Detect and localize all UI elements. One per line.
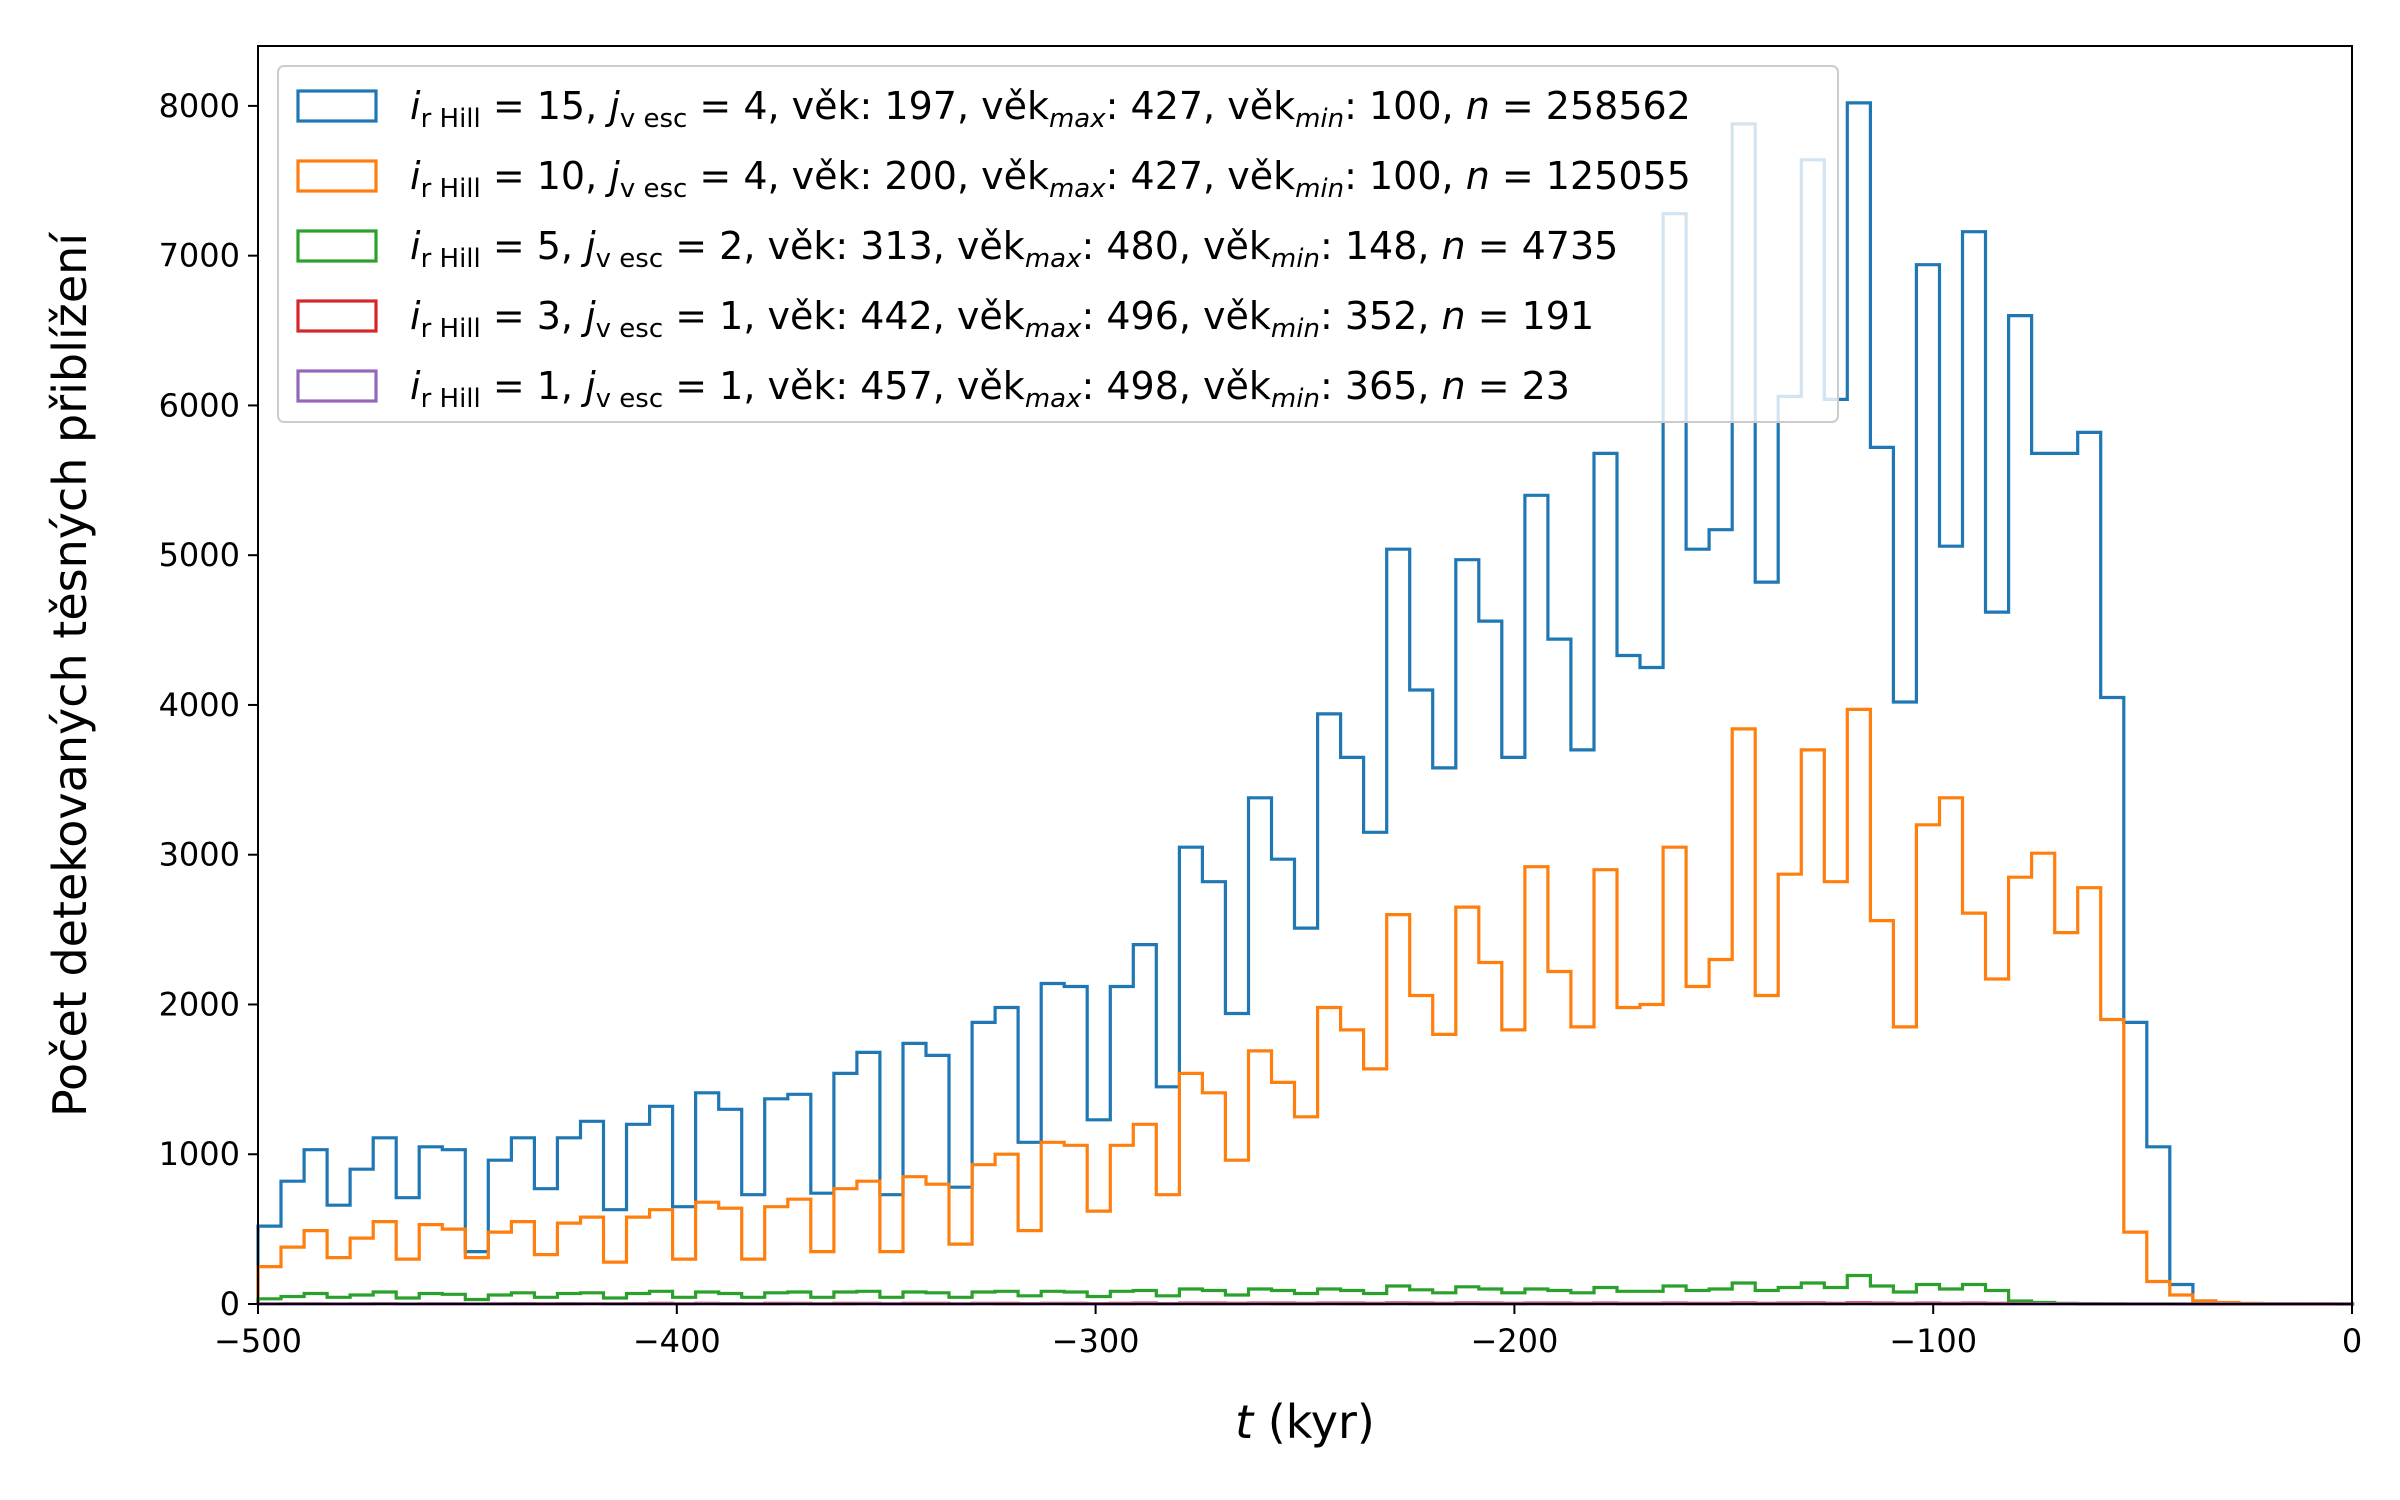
ticks-layer: −500 −400 −300 −200 −100 0 0 1000 2000 3000 4000 50… (159, 87, 2363, 1360)
y-tick-label: 8000 (159, 87, 240, 125)
y-tick-label: 0 (220, 1285, 240, 1323)
legend-label-red: ir Hill = 3, jv esc = 1, věk: 442, věkma… (410, 294, 1594, 344)
y-tick-label: 4000 (159, 686, 240, 724)
x-tick-label: 0 (2342, 1322, 2362, 1360)
series-blue-line (256, 101, 2355, 1306)
y-tick-label: 5000 (159, 536, 240, 574)
legend-box (277, 65, 1839, 423)
legend-swatch-purple (296, 369, 378, 403)
legend: ir Hill = 15, jv esc = 4, věk: 197, věkm… (277, 65, 1839, 423)
x-tick-label: −300 (1052, 1322, 1140, 1360)
legend-swatch-red (296, 299, 378, 333)
legend-label-green: ir Hill = 5, jv esc = 2, věk: 313, věkma… (410, 224, 1618, 274)
y-tick-label: 3000 (159, 836, 240, 874)
legend-swatch-blue (296, 89, 378, 123)
x-tick-label: −400 (633, 1322, 721, 1360)
y-axis-label: Počet detekovaných těsných přiblížení (43, 232, 97, 1117)
series-orange-line (256, 707, 2355, 1306)
legend-swatch-orange (296, 159, 378, 193)
x-axis-label: t (kyr) (1235, 1395, 1375, 1449)
legend-label-orange: ir Hill = 10, jv esc = 4, věk: 200, věkm… (410, 154, 1691, 204)
x-tick-label: −100 (1889, 1322, 1977, 1360)
x-axis-label-var: t (1235, 1395, 1255, 1449)
y-tick-label: 6000 (159, 386, 240, 424)
x-tick-label: −200 (1470, 1322, 1558, 1360)
y-tick-label: 2000 (159, 985, 240, 1023)
y-tick-label: 1000 (159, 1135, 240, 1173)
plot-frame (257, 45, 2353, 1305)
legend-label-purple: ir Hill = 1, jv esc = 1, věk: 457, věkma… (410, 364, 1570, 414)
series-green-line (256, 1273, 2355, 1306)
legend-swatch-green (296, 229, 378, 263)
x-tick-label: −500 (214, 1322, 302, 1360)
legend-label-blue: ir Hill = 15, jv esc = 4, věk: 197, věkm… (410, 84, 1691, 134)
y-tick-label: 7000 (159, 237, 240, 275)
x-axis-label-unit: (kyr) (1253, 1395, 1375, 1449)
